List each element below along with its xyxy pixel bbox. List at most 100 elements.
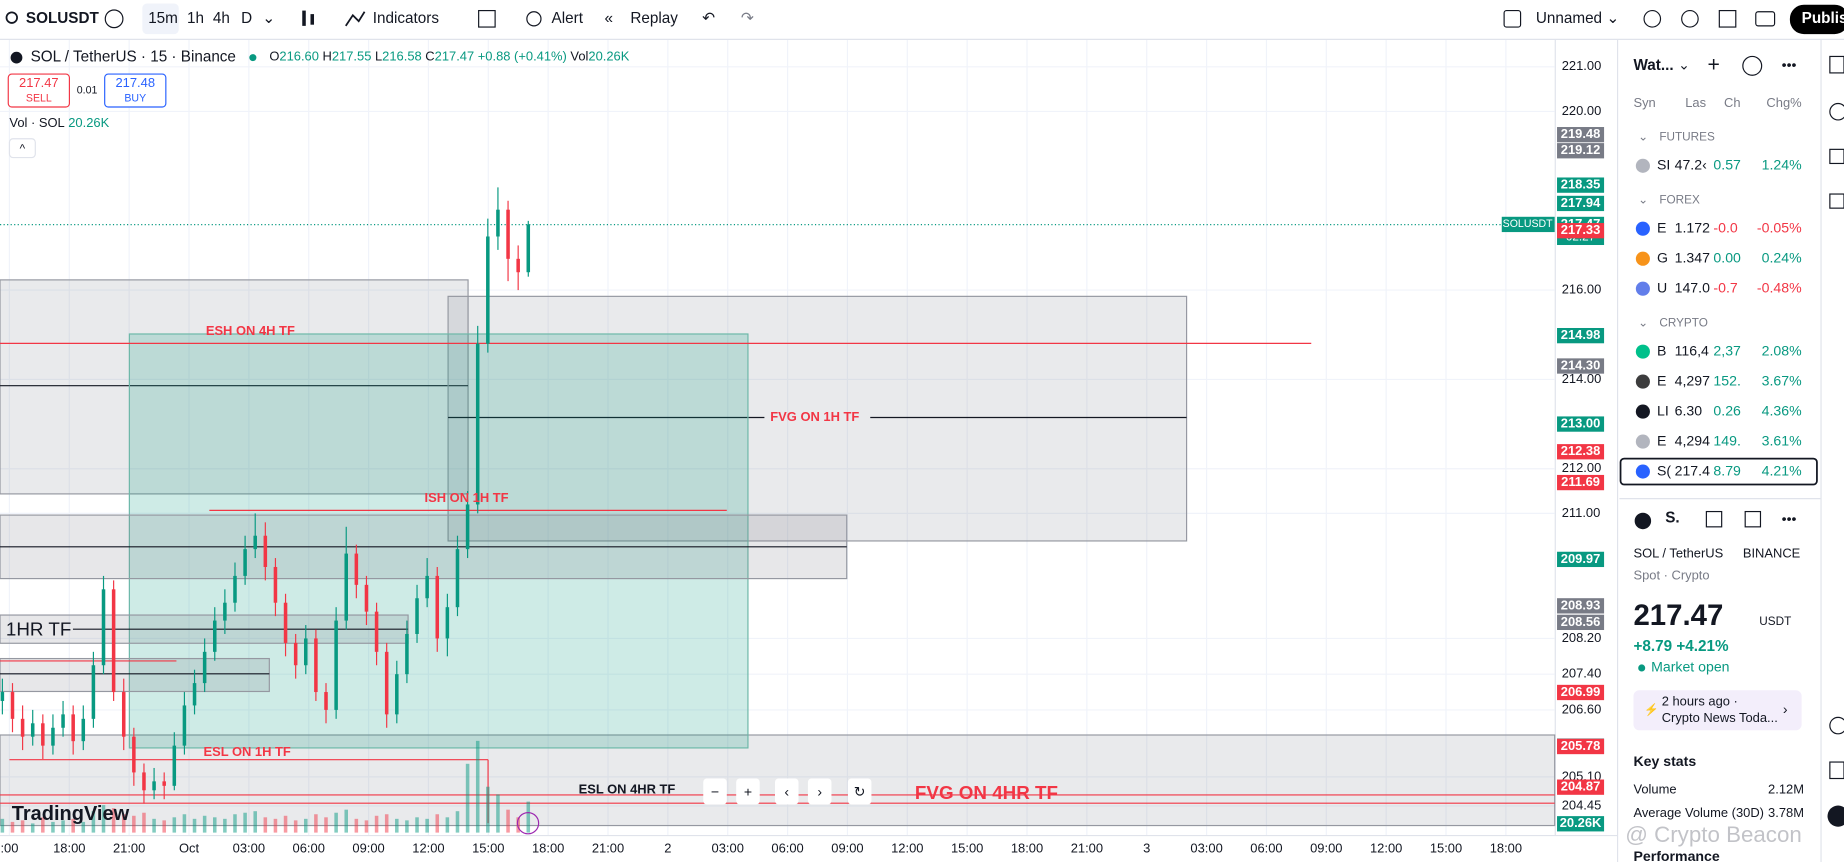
change[interactable]: 8.79 <box>1713 462 1741 478</box>
chart-type-icon[interactable] <box>302 10 306 26</box>
snapshot-icon[interactable] <box>1755 11 1776 27</box>
indicators-icon[interactable] <box>345 11 366 27</box>
change[interactable]: 0.00 <box>1713 249 1741 265</box>
symbol[interactable]: G <box>1657 249 1668 265</box>
sell-button[interactable] <box>7 73 70 108</box>
news-source[interactable]: Crypto News Toda... <box>1662 710 1778 725</box>
icon[interactable] <box>1829 102 1844 121</box>
last[interactable]: 6.30 <box>1675 402 1703 418</box>
change-pct[interactable]: -0.48% <box>1757 279 1802 295</box>
change-pct[interactable]: 3.67% <box>1762 372 1802 388</box>
more[interactable]: ••• <box>1782 57 1797 73</box>
volume-bar <box>243 812 247 833</box>
last[interactable]: 217.4 <box>1675 462 1710 478</box>
change-pct[interactable]: 4.21% <box>1762 462 1802 478</box>
interval[interactable]: 4h <box>213 10 230 27</box>
publish-button[interactable] <box>1789 4 1844 35</box>
icon[interactable] <box>1742 55 1763 76</box>
icon[interactable] <box>1744 510 1762 528</box>
symbol[interactable]: E <box>1657 219 1666 235</box>
replay[interactable]: Replay <box>630 10 678 27</box>
sell-price[interactable]: 217.47 <box>19 75 59 90</box>
settings-icon[interactable] <box>1681 9 1699 28</box>
change-pct[interactable]: 1.24% <box>1762 157 1802 173</box>
icon[interactable] <box>1829 716 1844 735</box>
name[interactable]: SOL / TetherUS <box>1633 545 1723 560</box>
symbol[interactable]: SOLUSDT <box>26 10 100 27</box>
name: FUTURES <box>1659 131 1715 144</box>
reset[interactable] <box>847 778 872 805</box>
price-badge <box>1557 416 1605 432</box>
alert[interactable]: Alert <box>552 10 584 27</box>
add[interactable]: + <box>1708 53 1720 76</box>
collapse-button[interactable] <box>8 138 36 159</box>
change-pct[interactable]: 0.24% <box>1762 249 1802 265</box>
chevron[interactable]: ⌄ <box>1606 10 1619 27</box>
more[interactable]: ••• <box>1782 511 1797 527</box>
change[interactable]: -0.0 <box>1713 219 1737 235</box>
scroll-right[interactable] <box>807 778 832 805</box>
change[interactable]: 0.26 <box>1713 402 1741 418</box>
fullscreen-icon[interactable] <box>1718 9 1737 28</box>
change-pct[interactable]: 2.08% <box>1762 342 1802 358</box>
symbol[interactable]: E <box>1657 372 1666 388</box>
symbol[interactable]: E <box>1657 432 1666 448</box>
change[interactable]: 2,37 <box>1713 342 1741 358</box>
indicators[interactable]: Indicators <box>373 10 440 27</box>
last[interactable]: 1.172 <box>1675 219 1710 235</box>
redo[interactable]: ↷ <box>741 10 754 27</box>
x-tick-label: 21:00 <box>1071 840 1103 855</box>
scroll-left[interactable] <box>775 778 799 805</box>
change-pct[interactable]: 3.61% <box>1762 432 1802 448</box>
news-card[interactable] <box>1633 690 1802 731</box>
icon[interactable] <box>1705 510 1723 528</box>
title[interactable]: Wat... <box>1633 57 1673 74</box>
last[interactable]: 116,4 <box>1675 342 1709 358</box>
interval[interactable]: 15m <box>148 10 178 27</box>
last[interactable]: 147.0 <box>1675 279 1710 295</box>
icon[interactable] <box>1827 805 1844 827</box>
zoom-in[interactable] <box>736 778 760 805</box>
sell-label[interactable]: SELL <box>26 93 52 105</box>
change[interactable]: 152. <box>1713 372 1740 388</box>
price-badge <box>1557 195 1605 212</box>
change-pct[interactable]: -0.05% <box>1757 219 1802 235</box>
icon[interactable] <box>1643 9 1662 28</box>
chevron[interactable]: ⌄ <box>1678 57 1690 73</box>
symbol[interactable]: SI <box>1657 157 1670 173</box>
last[interactable]: 47.2‹ <box>1675 157 1707 173</box>
replay-icon[interactable]: « <box>604 10 613 27</box>
alert-icon[interactable] <box>526 11 542 27</box>
symbol[interactable]: U <box>1657 279 1667 295</box>
price-badge <box>1557 598 1605 614</box>
layout-name[interactable]: Unnamed <box>1536 10 1602 27</box>
volume-bar <box>465 763 470 833</box>
buy-price[interactable]: 217.48 <box>115 75 155 90</box>
interval[interactable]: D <box>241 10 252 27</box>
zoom-out[interactable] <box>703 778 727 805</box>
last[interactable]: 1.347 <box>1675 249 1710 265</box>
symbol[interactable]: LI <box>1657 402 1669 418</box>
last[interactable]: 4,297 <box>1675 372 1710 388</box>
change[interactable]: -0.7 <box>1713 279 1737 295</box>
change[interactable]: 0.57 <box>1713 157 1741 173</box>
change[interactable]: 149. <box>1713 432 1740 448</box>
interval[interactable]: 1h <box>187 10 204 27</box>
legend: SOL / TetherUS · 15 · Binance O216.60 H2… <box>7 49 630 159</box>
price-badge <box>1557 177 1605 193</box>
buy-label[interactable]: BUY <box>124 93 146 105</box>
undo[interactable]: ↶ <box>702 10 715 27</box>
chevron[interactable]: ⌄ <box>262 10 275 27</box>
add-symbol[interactable] <box>104 9 124 29</box>
symbol[interactable]: B <box>1657 342 1666 358</box>
layout-icon[interactable] <box>478 9 496 28</box>
icon[interactable] <box>516 812 540 835</box>
checkbox[interactable] <box>1503 9 1522 28</box>
change-pct[interactable]: 4.36% <box>1762 402 1802 418</box>
last[interactable]: 4,294 <box>1675 432 1710 448</box>
volume-bar <box>475 740 480 833</box>
publish[interactable]: Publish <box>1802 10 1844 27</box>
buy-button[interactable] <box>104 73 167 108</box>
symbol[interactable]: S( <box>1657 462 1671 478</box>
search-icon[interactable] <box>5 11 18 24</box>
